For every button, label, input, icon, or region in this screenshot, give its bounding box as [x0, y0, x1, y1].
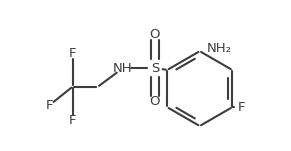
Text: NH₂: NH₂: [206, 42, 231, 55]
Text: S: S: [151, 61, 159, 75]
Text: F: F: [45, 99, 53, 112]
Text: NH: NH: [113, 61, 133, 75]
Text: O: O: [150, 95, 160, 108]
Text: F: F: [69, 47, 76, 59]
Text: O: O: [150, 28, 160, 41]
Text: F: F: [238, 101, 246, 114]
Text: F: F: [69, 114, 76, 127]
